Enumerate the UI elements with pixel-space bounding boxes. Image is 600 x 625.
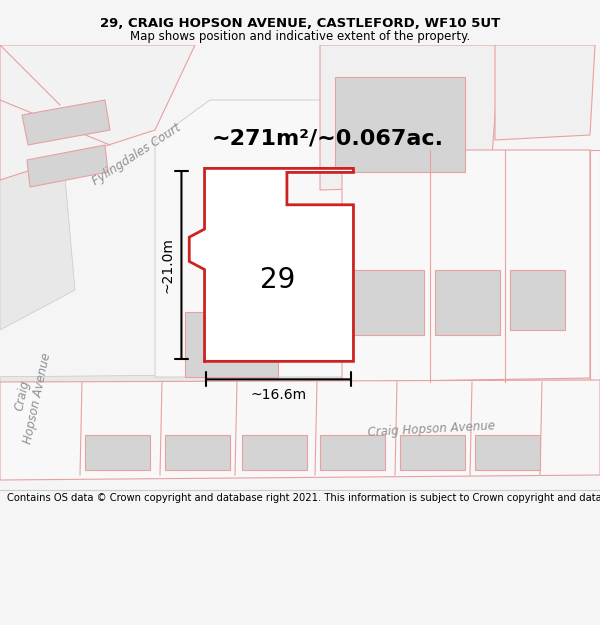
Polygon shape <box>27 145 108 187</box>
Polygon shape <box>22 100 110 145</box>
Text: 29, CRAIG HOPSON AVENUE, CASTLEFORD, WF10 5UT: 29, CRAIG HOPSON AVENUE, CASTLEFORD, WF1… <box>100 17 500 29</box>
Bar <box>185 312 278 377</box>
Text: ~271m²/~0.067ac.: ~271m²/~0.067ac. <box>211 128 443 148</box>
Bar <box>435 270 500 335</box>
Text: ~16.6m: ~16.6m <box>250 388 307 402</box>
Bar <box>510 270 565 330</box>
Bar <box>349 270 424 335</box>
Polygon shape <box>0 380 600 480</box>
Text: Fylingdales Court: Fylingdales Court <box>89 121 183 188</box>
Text: Map shows position and indicative extent of the property.: Map shows position and indicative extent… <box>130 30 470 42</box>
Text: Craig Hopson Avenue: Craig Hopson Avenue <box>367 419 495 439</box>
Bar <box>475 435 540 470</box>
Text: ~21.0m: ~21.0m <box>160 237 175 292</box>
Polygon shape <box>495 45 595 140</box>
Bar <box>335 77 465 172</box>
Bar <box>165 435 230 470</box>
Text: 29: 29 <box>260 266 296 294</box>
Polygon shape <box>342 150 590 382</box>
Bar <box>400 435 465 470</box>
Polygon shape <box>0 120 75 330</box>
Polygon shape <box>590 150 600 382</box>
Polygon shape <box>0 372 600 439</box>
Bar <box>85 435 150 470</box>
Bar <box>242 435 307 470</box>
Text: Craig
Hopson Avenue: Craig Hopson Avenue <box>7 349 53 445</box>
Polygon shape <box>189 168 353 361</box>
Text: Contains OS data © Crown copyright and database right 2021. This information is : Contains OS data © Crown copyright and d… <box>7 493 600 503</box>
Polygon shape <box>0 45 195 180</box>
Polygon shape <box>155 100 358 377</box>
Polygon shape <box>320 45 500 190</box>
Bar <box>320 435 385 470</box>
